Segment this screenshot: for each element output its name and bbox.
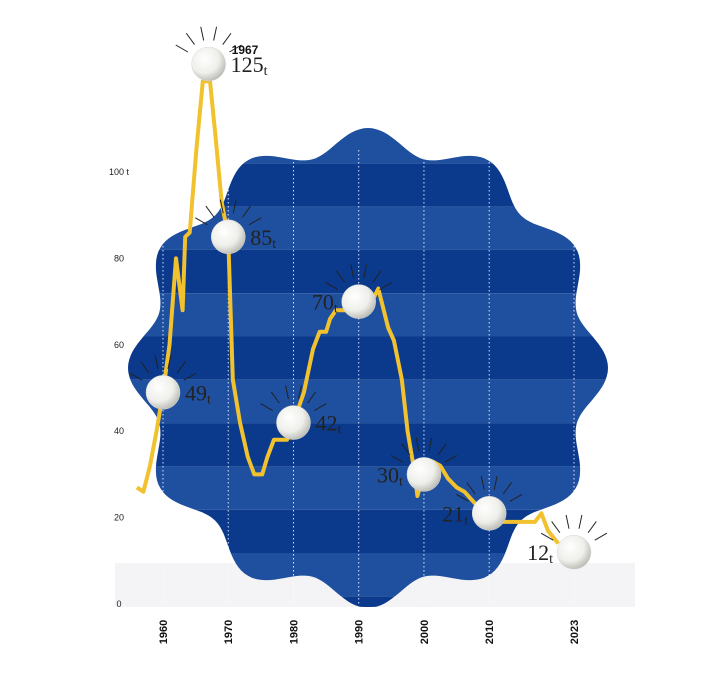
pearl-ray bbox=[232, 199, 237, 214]
pearl-ray bbox=[444, 454, 458, 463]
stripe bbox=[128, 163, 608, 207]
pearl-ray bbox=[325, 282, 339, 291]
stripe bbox=[128, 249, 608, 294]
annotation: 1967 bbox=[232, 43, 259, 57]
pearl-ray bbox=[248, 217, 262, 226]
pearl-ray bbox=[493, 476, 498, 490]
stripe bbox=[128, 379, 608, 424]
pearl-ray bbox=[379, 282, 392, 291]
pearl-ray bbox=[363, 264, 368, 279]
pearl bbox=[145, 375, 181, 410]
pearl bbox=[471, 496, 507, 531]
value-label: 30t bbox=[377, 462, 403, 489]
pearl-ray bbox=[578, 514, 583, 529]
stripe bbox=[128, 596, 608, 607]
pearl-ray bbox=[428, 437, 433, 452]
pearl-ray bbox=[480, 476, 485, 490]
x-tick-label: 1970 bbox=[223, 620, 235, 644]
x-tick-label: 2023 bbox=[569, 620, 581, 644]
pearl-ray bbox=[540, 532, 554, 541]
stripe bbox=[128, 466, 608, 510]
pearl-ray bbox=[509, 493, 523, 502]
data-line bbox=[135, 79, 560, 545]
y-tick-label: 60 bbox=[114, 340, 124, 350]
pearl-ray bbox=[183, 372, 197, 381]
pearl-ray bbox=[401, 443, 411, 456]
x-tick-label: 1960 bbox=[158, 620, 170, 644]
pearl bbox=[276, 405, 311, 440]
pearl bbox=[210, 219, 246, 255]
y-tick-label: 0 bbox=[116, 599, 121, 609]
pearl-ray bbox=[175, 44, 189, 53]
pearl bbox=[406, 457, 442, 492]
pearl-ray bbox=[314, 403, 327, 411]
value-label: 70t bbox=[312, 290, 338, 317]
pearl-ray bbox=[185, 32, 195, 45]
pearl-ray bbox=[502, 482, 512, 495]
y-tick-label: 80 bbox=[114, 253, 124, 263]
pearl-ray bbox=[456, 493, 469, 502]
pearl-ray bbox=[200, 26, 205, 41]
pearl-ray bbox=[415, 437, 420, 452]
pearl-ray bbox=[205, 205, 215, 218]
pearl-ray bbox=[270, 391, 280, 404]
value-label: 49t bbox=[185, 380, 211, 407]
pearl-ray bbox=[222, 32, 232, 45]
pearl-ray bbox=[219, 199, 224, 214]
pearl-ray bbox=[437, 443, 447, 456]
y-tick-label: 100 t bbox=[109, 167, 130, 177]
stripe bbox=[128, 509, 608, 553]
pearl-ray bbox=[307, 391, 317, 404]
pearl-ray bbox=[129, 372, 143, 381]
x-tick-label: 1990 bbox=[354, 620, 366, 644]
pearl-ray bbox=[372, 270, 382, 283]
pearl-ray bbox=[297, 385, 302, 400]
value-label: 21t bbox=[442, 501, 468, 528]
pearl-ray bbox=[195, 217, 208, 226]
pearl-ray bbox=[140, 361, 150, 374]
pearl-ray bbox=[565, 514, 570, 529]
pearl-ray bbox=[154, 355, 159, 369]
value-label: 12t bbox=[527, 540, 553, 567]
pearl-ray bbox=[335, 270, 346, 283]
stripe bbox=[128, 336, 608, 380]
pearl-ray bbox=[176, 361, 186, 374]
pearl-ray bbox=[285, 385, 289, 400]
pearl-ray bbox=[466, 482, 476, 495]
value-label: 125t bbox=[231, 52, 268, 79]
pearl bbox=[556, 534, 592, 570]
value-label: 85t bbox=[250, 225, 276, 252]
plot: 0 20 40 60 80 100 t 1960 1970 1980 1990 2000 2010 20… bbox=[109, 26, 608, 644]
y-tick-label: 20 bbox=[114, 513, 124, 523]
pearl bbox=[191, 46, 226, 82]
stripe bbox=[128, 128, 608, 164]
pearl-ray bbox=[390, 454, 404, 463]
pearl-ray bbox=[587, 521, 597, 534]
pearl bbox=[341, 284, 376, 319]
stripe bbox=[128, 423, 608, 467]
x-tick-label: 2000 bbox=[419, 620, 431, 644]
stripe bbox=[128, 206, 608, 250]
pearl-ray bbox=[167, 355, 172, 369]
pearl-ray bbox=[213, 26, 218, 41]
pearl-ray bbox=[551, 521, 561, 534]
y-tick-label: 40 bbox=[114, 426, 124, 436]
value-label: 42t bbox=[315, 411, 341, 438]
pearl-ray bbox=[241, 205, 251, 218]
pearl-ray bbox=[350, 264, 355, 279]
pearl-ray bbox=[260, 403, 273, 411]
pearl-ray bbox=[594, 532, 608, 541]
x-tick-label: 2010 bbox=[484, 620, 496, 644]
x-tick-label: 1980 bbox=[288, 620, 300, 644]
pearl-ray bbox=[229, 44, 242, 53]
